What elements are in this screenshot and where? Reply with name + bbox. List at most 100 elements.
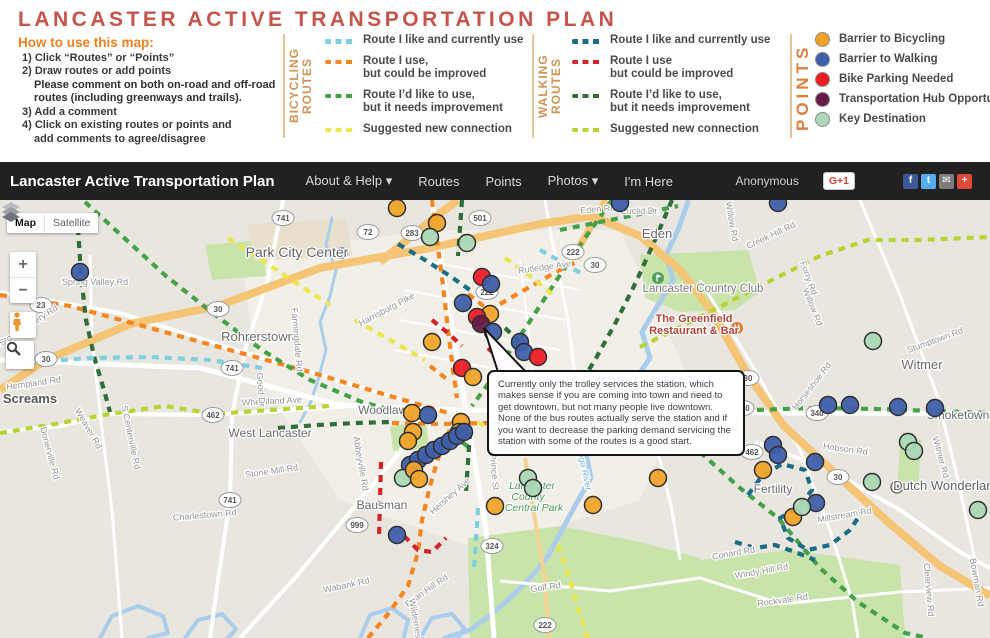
svg-text:222: 222 — [480, 288, 494, 297]
legend-item: Route I like and currently use — [572, 34, 770, 48]
svg-text:999: 999 — [350, 521, 364, 530]
nav-routes[interactable]: Routes — [418, 173, 460, 189]
svg-text:23: 23 — [37, 301, 46, 310]
twitter-icon[interactable]: t — [921, 173, 936, 189]
comment-callout[interactable]: Currently only the trolley services the … — [487, 370, 745, 457]
legend-label: Route I use — [610, 54, 672, 67]
legend-item: Suggested new connection — [325, 123, 523, 137]
howto-note-2: routes (including greenways and trails). — [34, 92, 242, 104]
comment-text: Currently only the trolley services the … — [498, 379, 731, 447]
map-type-control: Map Satellite — [7, 213, 99, 233]
facebook-icon[interactable]: f — [903, 173, 918, 189]
email-icon[interactable]: ✉ — [939, 173, 954, 189]
point-swatch — [815, 112, 830, 127]
street-view-pegman[interactable] — [10, 312, 36, 338]
route-swatch — [325, 39, 355, 44]
svg-text:Eden: Eden — [642, 226, 672, 241]
svg-text:Wheatland Ave: Wheatland Ave — [241, 394, 302, 407]
zoom-out-button[interactable]: − — [18, 282, 28, 299]
legend-label: but it needs improvement — [610, 102, 750, 114]
howto-step-1: 1) Click “Routes” or “Points” — [22, 51, 175, 64]
legend-item: Barrier to Walking — [815, 52, 990, 67]
point-swatch — [815, 52, 830, 67]
nav-points[interactable]: Points — [485, 173, 522, 189]
svg-text:222: 222 — [538, 621, 552, 630]
page-title: LANCASTER ACTIVE TRANSPORTATION PLAN — [18, 8, 618, 31]
route-swatch — [572, 59, 602, 64]
username-label: Anonymous — [735, 174, 799, 188]
legend-divider — [283, 34, 285, 138]
legend-item: Route I’d like to use, but it needs impr… — [325, 89, 523, 116]
svg-text:Woodlawn: Woodlawn — [358, 403, 414, 417]
svg-text:30: 30 — [591, 261, 600, 270]
legend-label: Key Destination — [839, 112, 926, 125]
howto-step-2: 2) Draw routes or add points — [22, 65, 172, 77]
svg-text:Witmer: Witmer — [901, 357, 943, 372]
legend-label: but could be improved — [610, 68, 734, 80]
legend-label: Barrier to Bicycling — [839, 32, 946, 45]
svg-text:Rohrerstown: Rohrerstown — [221, 329, 295, 344]
legend-item: Route I like and currently use — [325, 34, 523, 48]
nav-photos[interactable]: Photos ▾ — [547, 173, 599, 188]
route-swatch — [325, 127, 355, 132]
svg-text:283: 283 — [405, 229, 419, 238]
legend-label: Suggested new connection — [610, 122, 759, 135]
legend-label: Bike Parking Needed — [839, 72, 954, 85]
point-swatch — [815, 72, 830, 87]
pegman-icon — [13, 312, 21, 331]
layers-icon — [2, 202, 20, 222]
legend-label: Transportation Hub Opportunity — [839, 92, 990, 105]
howto-instructions: How to use this map: 1) Click “Routes” o… — [18, 36, 280, 146]
map-container[interactable]: 741 741 741 72 283 501 222 222 222 30 30 30 30 30 23 46… — [0, 200, 990, 638]
route-swatch — [572, 127, 602, 132]
legend-label: but could be improved — [363, 68, 487, 80]
svg-text:741: 741 — [225, 364, 239, 373]
svg-text:West Lancaster: West Lancaster — [228, 426, 311, 440]
legend-label: but it needs improvement — [363, 102, 503, 114]
howto-step-4b: add comments to agree/disagree — [34, 132, 206, 145]
legend-item: Key Destination — [815, 112, 990, 127]
svg-text:30: 30 — [214, 305, 223, 314]
svg-text:72: 72 — [364, 228, 373, 237]
zoom-in-button[interactable]: + — [10, 252, 36, 278]
svg-text:741: 741 — [276, 214, 290, 223]
map-type-satellite-button[interactable]: Satellite — [53, 217, 91, 229]
svg-text:The Greenfield: The Greenfield — [655, 313, 732, 325]
howto-note-1: Please comment on both on-road and off-r… — [34, 78, 276, 91]
svg-text:340: 340 — [810, 409, 824, 418]
svg-text:30: 30 — [834, 473, 843, 482]
svg-text:30: 30 — [744, 374, 753, 383]
svg-text:462: 462 — [206, 411, 220, 420]
navbar-brand[interactable]: Lancaster Active Transportation Plan — [10, 172, 275, 190]
share-plus-icon[interactable]: + — [957, 173, 972, 189]
google-plus-one-button[interactable]: G+1 — [822, 172, 855, 190]
route-swatch — [325, 93, 355, 98]
svg-text:Central Park: Central Park — [505, 502, 564, 514]
legend-bicycling-title: BICYCLING ROUTES — [287, 48, 314, 124]
legend-item: Route I use but could be improved — [572, 55, 770, 82]
nav-about-help[interactable]: About & Help ▾ — [305, 173, 393, 188]
route-swatch — [572, 93, 602, 98]
search-icon — [6, 341, 21, 356]
svg-text:222: 222 — [566, 248, 580, 257]
map-type-map-button[interactable]: Map — [7, 213, 45, 233]
legend-points-title: POINTS — [793, 43, 812, 131]
svg-text:Spring Valley Rd: Spring Valley Rd — [62, 277, 128, 287]
point-swatch — [815, 32, 830, 47]
navbar: Lancaster Active Transportation Plan Abo… — [0, 162, 990, 200]
point-swatch — [815, 92, 830, 107]
nav-im-here[interactable]: I'm Here — [624, 173, 673, 189]
howto-step-4: 4) Click on existing routes or points an… — [22, 119, 232, 131]
svg-text:Euclid Dr.: Euclid Dr. — [621, 206, 660, 216]
legend-item: Route I’d like to use, but it needs impr… — [572, 89, 770, 116]
legend-points: Barrier to Bicycling Barrier to Walking … — [815, 32, 990, 132]
map-canvas[interactable]: 741 741 741 72 283 501 222 222 222 30 30 30 30 30 23 46… — [0, 200, 990, 638]
legend-divider — [532, 34, 534, 138]
legend-label: Suggested new connection — [363, 122, 512, 135]
svg-text:Dutch Wonderland: Dutch Wonderland — [893, 478, 990, 493]
svg-text:462: 462 — [745, 448, 759, 457]
legend-item: Bike Parking Needed — [815, 72, 990, 87]
legend-item: Barrier to Bicycling — [815, 32, 990, 47]
map-search-button[interactable] — [6, 341, 34, 369]
svg-text:30: 30 — [42, 355, 51, 364]
